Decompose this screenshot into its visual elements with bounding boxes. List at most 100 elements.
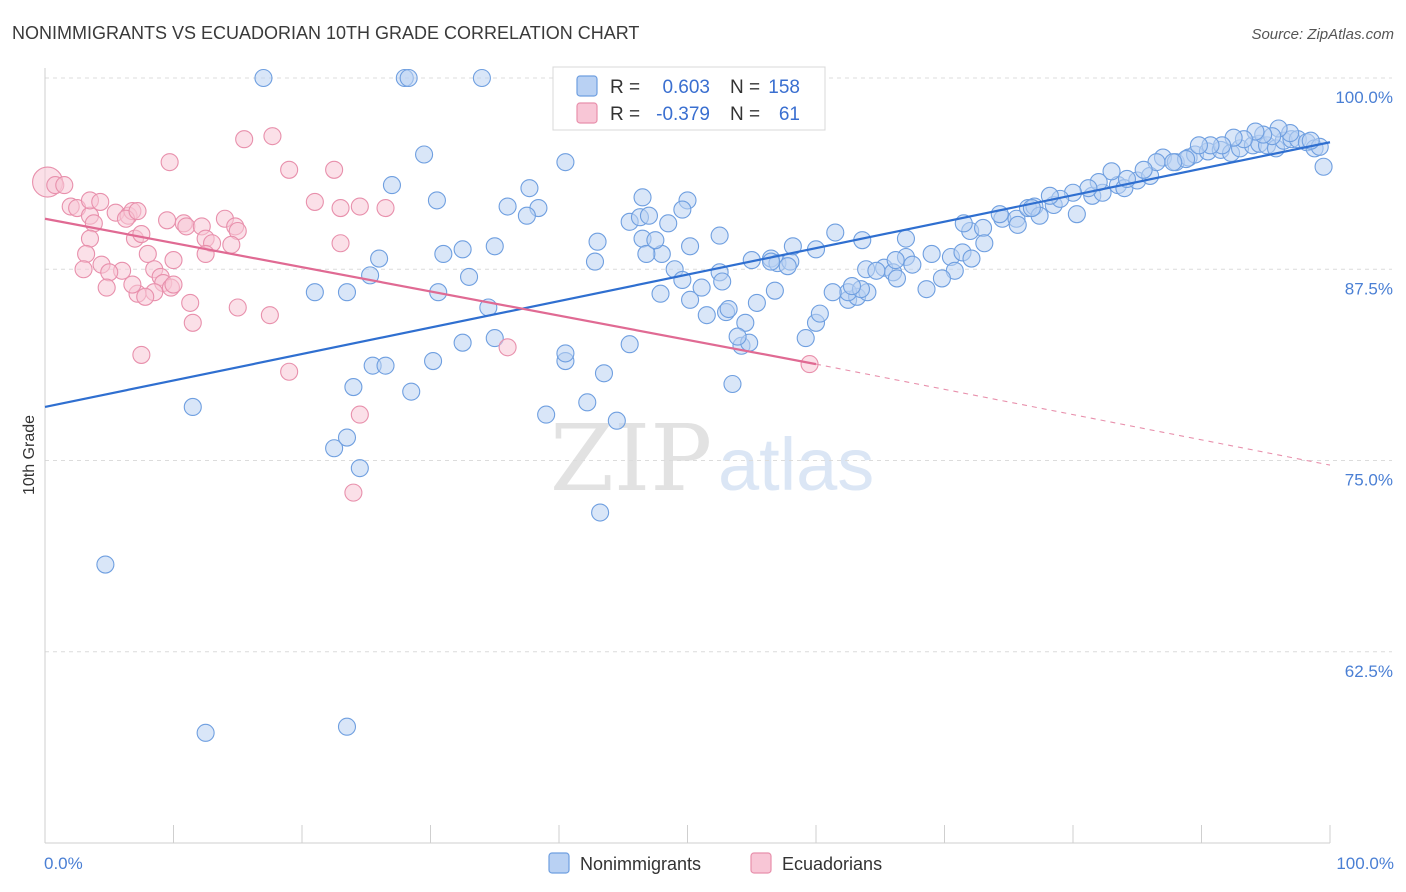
point-nonimmigrants-66 — [556, 344, 575, 363]
point-nonimmigrants-21 — [434, 244, 453, 263]
point-ecuadorians-42 — [74, 260, 93, 279]
trend-lines — [44, 141, 1331, 466]
point-nonimmigrants-26 — [453, 240, 472, 259]
point-ecuadorians-45 — [228, 298, 247, 317]
legend-swatch-nonimmigrants — [576, 75, 598, 97]
chart-title: NONIMMIGRANTS VS ECUADORIAN 10TH GRADE C… — [12, 23, 639, 43]
point-nonimmigrants-36 — [736, 313, 755, 332]
point-ecuadorians-40 — [100, 263, 119, 282]
point-nonimmigrants-165 — [765, 281, 784, 300]
point-nonimmigrants-5 — [556, 153, 575, 172]
trend-line-ecuadorians — [44, 217, 817, 366]
point-nonimmigrants-68 — [594, 364, 614, 383]
point-nonimmigrants-95 — [973, 218, 993, 237]
legend-n-value-0: 158 — [768, 77, 800, 98]
legend-r-value-0: 0.603 — [662, 77, 710, 98]
point-nonimmigrants-159 — [886, 251, 905, 270]
point-nonimmigrants-164 — [778, 257, 797, 276]
bottom-legend: Nonimmigrants Ecuadorians — [548, 852, 882, 874]
point-ecuadorians-27 — [132, 225, 151, 244]
bottom-legend-swatch-nonimmigrants — [548, 852, 570, 874]
point-ecuadorians-28 — [138, 244, 157, 263]
point-nonimmigrants-61 — [424, 351, 443, 371]
point-nonimmigrants-69 — [537, 405, 556, 424]
legend-n-value-1: 61 — [779, 104, 800, 125]
x-tick-label-min: 0.0% — [44, 854, 83, 873]
point-nonimmigrants-170 — [692, 278, 711, 297]
point-nonimmigrants-29 — [585, 252, 605, 271]
point-nonimmigrants-158 — [903, 255, 922, 274]
point-nonimmigrants-32 — [713, 272, 732, 291]
point-ecuadorians-23 — [222, 235, 241, 254]
point-nonimmigrants-56 — [350, 459, 369, 478]
point-ecuadorians-13 — [128, 202, 147, 221]
point-nonimmigrants-140 — [1164, 153, 1183, 172]
point-nonimmigrants-55 — [337, 428, 357, 447]
point-nonimmigrants-142 — [1134, 160, 1153, 179]
point-ecuadorians-61 — [350, 405, 369, 424]
point-nonimmigrants-2 — [399, 68, 418, 88]
trend-line-nonimmigrants — [44, 141, 1331, 409]
point-nonimmigrants-51 — [96, 555, 115, 574]
point-nonimmigrants-157 — [917, 280, 936, 299]
point-nonimmigrants-168 — [728, 327, 747, 346]
point-nonimmigrants-8 — [498, 197, 517, 216]
series-ecuadorians-points — [32, 127, 819, 502]
point-ecuadorians-57 — [376, 199, 395, 218]
point-nonimmigrants-27 — [459, 267, 479, 286]
point-ecuadorians-16 — [177, 217, 196, 236]
point-nonimmigrants-16 — [659, 214, 678, 233]
point-ecuadorians-53 — [280, 160, 299, 179]
point-ecuadorians-41 — [77, 244, 96, 263]
y-tick-label-2: 87.5% — [1345, 279, 1393, 298]
point-ecuadorians-35 — [136, 287, 155, 306]
point-ecuadorians-38 — [80, 229, 100, 248]
point-nonimmigrants-20 — [485, 237, 504, 256]
point-nonimmigrants-73 — [637, 244, 656, 263]
bottom-legend-label-nonimmigrants: Nonimmigrants — [580, 854, 701, 874]
point-nonimmigrants-87 — [887, 269, 907, 288]
point-nonimmigrants-12 — [633, 188, 652, 207]
legend-n-label-1: N = — [730, 104, 760, 125]
point-ecuadorians-62 — [344, 483, 363, 502]
point-nonimmigrants-156 — [932, 269, 951, 288]
point-nonimmigrants-144 — [1102, 162, 1121, 181]
point-nonimmigrants-70 — [607, 411, 626, 430]
point-nonimmigrants-14 — [673, 200, 692, 219]
chart-source: Source: ZipAtlas.com — [1251, 26, 1394, 43]
point-nonimmigrants-160 — [867, 261, 886, 280]
y-tick-label-3: 100.0% — [1335, 88, 1393, 107]
bottom-legend-swatch-ecuadorians — [750, 852, 772, 874]
bottom-legend-label-ecuadorians: Ecuadorians — [782, 854, 882, 874]
point-nonimmigrants-3 — [472, 68, 491, 88]
legend-r-label-1: R = — [610, 104, 640, 125]
point-nonimmigrants-161 — [842, 277, 862, 296]
point-nonimmigrants-52 — [196, 723, 215, 742]
y-tick-labels: 62.5% 75.0% 87.5% 100.0% — [1335, 88, 1393, 681]
legend-r-value-1: -0.379 — [656, 104, 710, 125]
point-ecuadorians-58 — [325, 160, 344, 179]
point-ecuadorians-50 — [160, 153, 179, 172]
point-nonimmigrants-76 — [639, 206, 659, 225]
point-ecuadorians-49 — [181, 293, 200, 312]
legend-n-label-0: N = — [730, 77, 760, 98]
point-nonimmigrants-60 — [402, 382, 421, 401]
legend-r-label-0: R = — [610, 77, 640, 98]
point-nonimmigrants-42 — [723, 374, 742, 394]
point-nonimmigrants-154 — [962, 249, 981, 268]
point-nonimmigrants-35 — [697, 306, 716, 325]
point-ecuadorians-59 — [331, 234, 350, 253]
point-nonimmigrants-11 — [517, 206, 536, 225]
point-nonimmigrants-126 — [1314, 157, 1333, 176]
watermark: ZIP atlas — [550, 405, 874, 512]
point-nonimmigrants-53 — [337, 717, 357, 736]
point-ecuadorians-47 — [132, 345, 151, 364]
point-ecuadorians-56 — [350, 197, 369, 216]
point-nonimmigrants-138 — [1189, 136, 1208, 155]
point-ecuadorians-2 — [55, 176, 74, 195]
point-ecuadorians-44 — [183, 313, 202, 332]
point-ecuadorians-8 — [91, 192, 110, 211]
point-nonimmigrants-34 — [681, 290, 700, 309]
point-nonimmigrants-78 — [681, 237, 700, 256]
